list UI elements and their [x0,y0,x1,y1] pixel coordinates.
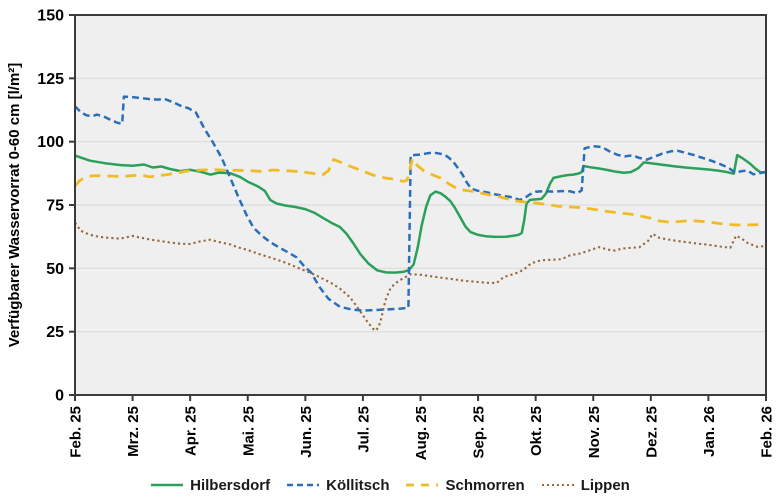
y-tick-label: 125 [37,71,64,88]
x-tick-label: Jul. 25 [355,406,372,453]
legend-label-kllitsch: Köllitsch [326,476,390,494]
series-line-lippen [74,222,767,332]
legend-item-kllitsch: Köllitsch [286,477,389,494]
y-tick-label: 50 [46,261,64,278]
legend-line-sample-kllitsch [287,483,320,487]
x-tick-label: Nov. 25 [586,406,603,458]
x-tick-label: Feb. 26 [759,406,776,458]
y-tick-label: 100 [37,134,64,151]
legend-item-hilbersdorf: Hilbersdorf [150,477,270,494]
plot-area: 0 25 50 75 100 125 150 Feb. 25 Mrz. 25 Apr. 25 Mai… [37,8,775,461]
x-tick-label: Mai. 25 [240,406,257,456]
series-line-kllitsch [74,95,767,312]
legend-line-sample-schmorren [406,483,439,487]
line-chart: 0 25 50 75 100 125 150 Feb. 25 Mrz. 25 Apr. 25 Mai… [6,8,776,461]
x-tick-label: Jun. 25 [298,406,315,458]
legend-label-schmorren: Schmorren [445,476,525,494]
y-tick-label: 0 [55,388,64,405]
x-tick-label: Okt. 25 [528,406,545,456]
series-line-hilbersdorf [74,153,767,274]
legend-label-lippen: Lippen [580,476,630,494]
chart-legend: Hilbersdorf Köllitsch Schmorren Lippen [0,472,780,498]
x-tick-label: Apr. 25 [183,406,200,456]
x-tick-label: Feb. 25 [68,406,85,458]
legend-item-schmorren: Schmorren [405,476,525,494]
x-tick-label: Aug. 25 [413,406,430,460]
x-tick-label: Dez. 25 [643,406,660,458]
y-tick-label: 150 [37,8,64,25]
x-tick-label: Sep. 25 [471,406,488,459]
x-tick-label: Jan. 26 [701,406,718,457]
legend-label-hilbersdorf: Hilbersdorf [190,476,271,494]
y-tick-label: 75 [46,198,64,215]
y-tick-label: 25 [46,324,64,341]
legend-line-sample-lippen [541,483,574,487]
legend-item-lippen: Lippen [541,477,630,494]
y-axis-title: Verfügbarer Wasservorrat 0-60 cm [l/m²] [6,63,23,348]
x-tick-label: Mrz. 25 [125,406,142,457]
legend-line-sample-hilbersdorf [151,483,184,487]
